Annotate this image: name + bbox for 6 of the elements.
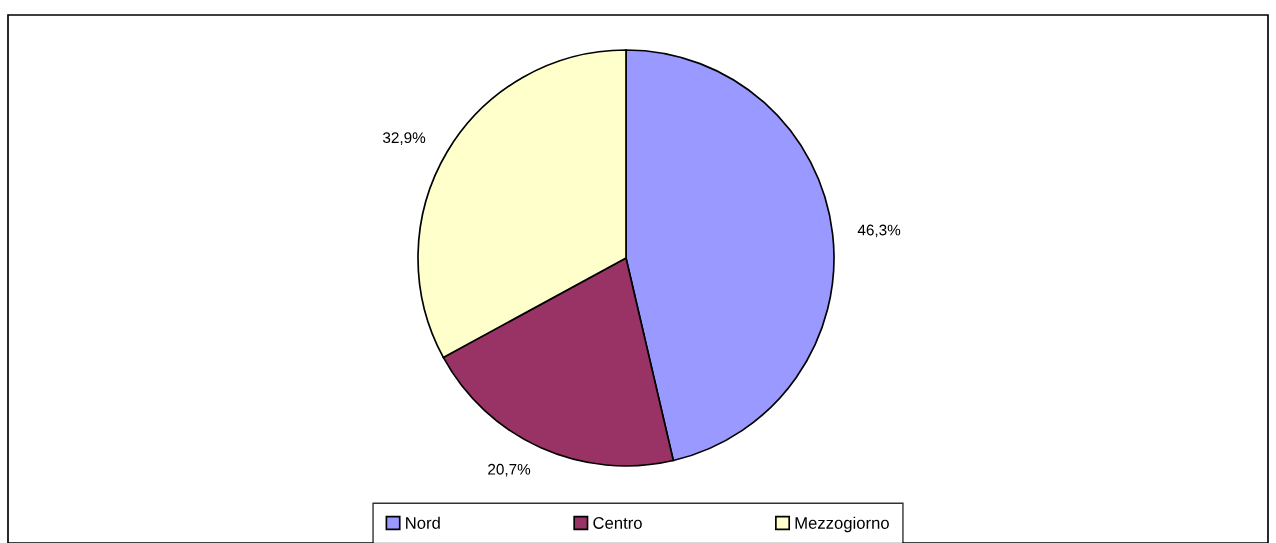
legend-label: Mezzogiorno [795, 516, 889, 533]
data-label: 46,3% [857, 224, 901, 238]
data-label: 20,7% [488, 463, 531, 477]
legend-label: Nord [406, 516, 440, 529]
data-label: 32,9% [383, 132, 426, 145]
legend-label: Centro [593, 517, 642, 529]
